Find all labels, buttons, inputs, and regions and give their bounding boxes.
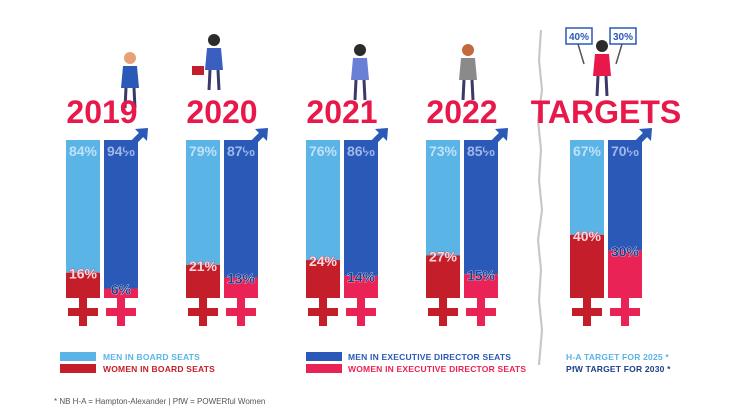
- label-women-exec: 6%: [111, 282, 132, 298]
- legend-target-pfw: PfW TARGET FOR 2030 *: [566, 364, 671, 374]
- category-label-2021: 2021: [306, 94, 377, 130]
- legend-swatch-women-board: [60, 364, 96, 373]
- female-symbol-icon: [68, 298, 98, 326]
- section-divider: [536, 29, 544, 366]
- female-symbol-icon: [466, 298, 496, 326]
- female-symbol-icon: [106, 298, 136, 326]
- label-women-exec: 14%: [347, 269, 376, 285]
- bar-men-exec: [104, 140, 138, 289]
- bar-women-exec: [464, 274, 498, 298]
- female-symbol-icon: [226, 298, 256, 326]
- male-arrow-icon: [627, 128, 652, 153]
- bar-women-board: [570, 234, 604, 298]
- woman-figure-icon: [351, 44, 369, 101]
- year-labels: 2019 2020 2021 2022 TARGETS: [66, 94, 681, 130]
- legend-women-exec: WOMEN IN EXECUTIVE DIRECTOR SEATS: [348, 364, 526, 374]
- protest-sign-icon: 40%: [565, 27, 593, 65]
- bar-group-targets: 67%40%70%30%: [570, 128, 652, 326]
- bar-women-exec: [104, 288, 138, 298]
- bar-women-exec: [344, 275, 378, 298]
- label-men-board: 76%: [309, 143, 338, 159]
- category-label-2022: 2022: [426, 94, 497, 130]
- label-men-board: 67%: [573, 143, 602, 159]
- female-symbol-icon: [308, 298, 338, 326]
- bar-women-board: [306, 260, 340, 298]
- footnote: * NB H-A = Hampton-Alexander | PfW = POW…: [54, 397, 265, 406]
- male-arrow-icon: [123, 128, 148, 153]
- label-women-board: 16%: [69, 266, 98, 282]
- legend-swatch-women-exec: [306, 364, 342, 373]
- bar-men-exec: [224, 140, 258, 278]
- woman-figure-icon: [121, 52, 139, 109]
- sign-label: 40%: [569, 32, 589, 43]
- label-women-exec: 15%: [467, 267, 496, 283]
- bar-group-2022: 73%27%85%15%: [426, 128, 508, 326]
- label-women-board: 21%: [189, 258, 218, 274]
- female-symbol-icon: [428, 298, 458, 326]
- bar-women-board: [426, 255, 460, 298]
- label-women-board: 40%: [573, 228, 602, 244]
- legend: MEN IN BOARD SEATS WOMEN IN BOARD SEATS …: [60, 352, 671, 374]
- female-symbol-icon: [346, 298, 376, 326]
- bar-men-exec: [464, 140, 498, 275]
- legend-swatch-men-board: [60, 352, 96, 361]
- bar-women-board: [66, 272, 100, 298]
- category-label-2019: 2019: [66, 94, 137, 130]
- label-women-exec: 13%: [227, 270, 256, 286]
- bar-women-exec: [608, 250, 642, 298]
- label-men-board: 79%: [189, 143, 218, 159]
- bar-men-board: [306, 140, 340, 261]
- legend-men-exec: MEN IN EXECUTIVE DIRECTOR SEATS: [348, 352, 511, 362]
- female-symbol-icon: [610, 298, 640, 326]
- bar-women-board: [186, 264, 220, 298]
- label-women-board: 27%: [429, 248, 458, 264]
- bar-women-exec: [224, 277, 258, 298]
- female-symbol-icon: [572, 298, 602, 326]
- male-arrow-icon: [483, 128, 508, 153]
- bar-groups: 84%16%94%6%79%21%87%13%76%24%86%14%73%27…: [66, 128, 652, 326]
- legend-men-board: MEN IN BOARD SEATS: [103, 352, 200, 362]
- bar-group-2020: 79%21%87%13%: [186, 128, 268, 326]
- bar-men-board: [570, 140, 604, 235]
- male-arrow-icon: [363, 128, 388, 153]
- category-label-targets: TARGETS: [531, 94, 682, 130]
- label-women-board: 24%: [309, 253, 338, 269]
- bar-men-board: [426, 140, 460, 256]
- bar-men-board: [186, 140, 220, 265]
- legend-target-ha: H-A TARGET FOR 2025 *: [566, 352, 669, 362]
- bar-group-2021: 76%24%86%14%: [306, 128, 388, 326]
- bar-group-2019: 84%16%94%6%: [66, 128, 148, 326]
- legend-women-board: WOMEN IN BOARD SEATS: [103, 364, 215, 374]
- woman-figure-icon: [459, 44, 477, 101]
- bar-men-exec: [608, 140, 642, 251]
- male-arrow-icon: [243, 128, 268, 153]
- bar-men-board: [66, 140, 100, 273]
- sign-label: 30%: [613, 32, 633, 43]
- label-men-board: 73%: [429, 143, 458, 159]
- female-symbol-icon: [188, 298, 218, 326]
- category-label-2020: 2020: [186, 94, 257, 130]
- woman-figure-icon: [593, 40, 611, 97]
- legend-swatch-men-exec: [306, 352, 342, 361]
- protest-sign-icon: 30%: [609, 27, 637, 65]
- woman-figure-icon: [192, 34, 223, 91]
- label-women-exec: 30%: [611, 244, 640, 260]
- label-men-board: 84%: [69, 143, 98, 159]
- bar-men-exec: [344, 140, 378, 276]
- illustrations: 40% 30%: [121, 27, 637, 109]
